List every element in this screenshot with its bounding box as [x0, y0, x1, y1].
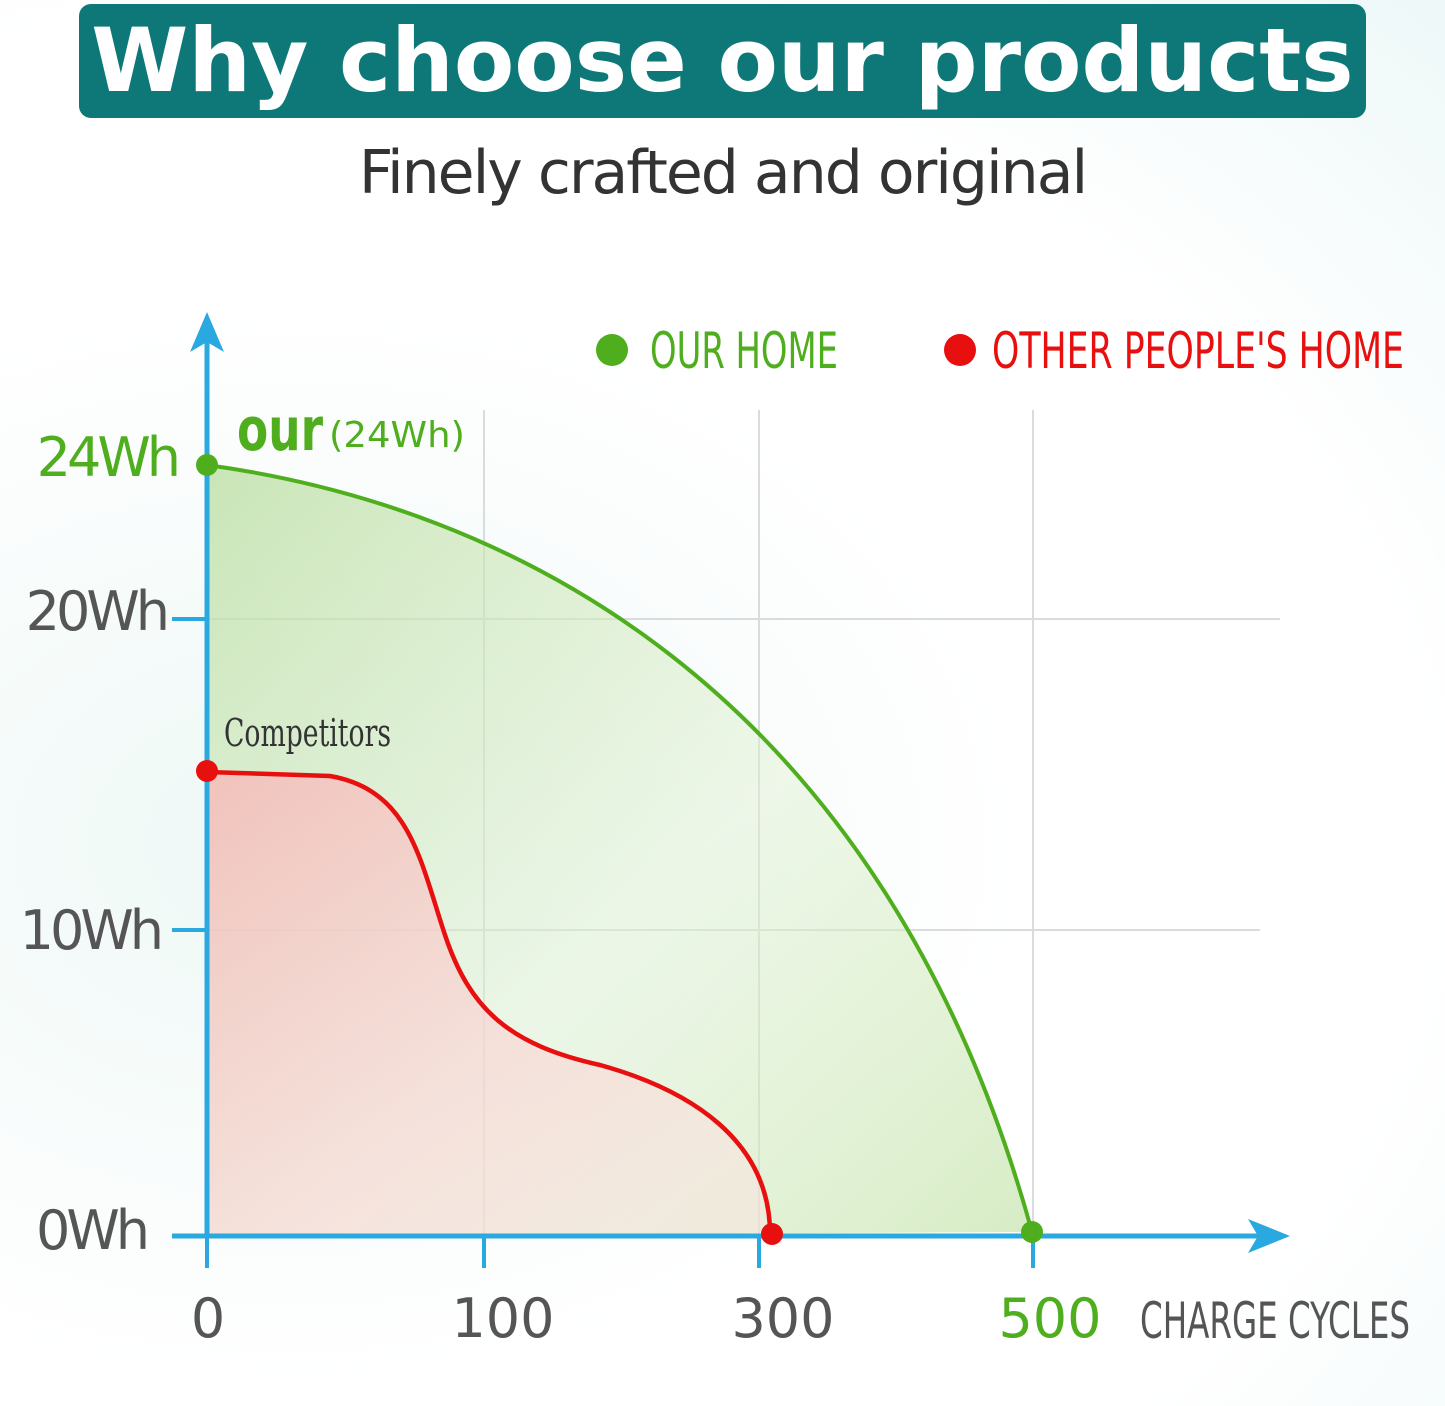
page-title: Why choose our products: [91, 9, 1354, 112]
competitor-annotation: Competitors: [224, 711, 391, 755]
x-axis-title: CHARGE CYCLES: [1140, 1292, 1410, 1350]
x-tick-label: 0: [191, 1287, 225, 1350]
page-subtitle: Finely crafted and original: [358, 138, 1088, 208]
y-tick-label: 20Wh: [26, 580, 166, 643]
ours-curve: [206, 463, 1034, 1233]
legend-competitor-label: OTHER PEOPLE'S HOME: [992, 322, 1404, 380]
competitor-start-point: [196, 760, 218, 782]
title-banner: Why choose our products: [79, 4, 1366, 118]
competitor-end-point: [761, 1223, 783, 1245]
ours-annotation-word: our: [237, 395, 323, 465]
x-tick-label: 300: [731, 1287, 834, 1350]
legend-ours-label: OUR HOME: [650, 322, 838, 380]
x-tick-label: 500: [998, 1287, 1101, 1350]
competitor-area: [207, 772, 770, 1236]
competitor-curve: [206, 769, 773, 1235]
ours-annotation-value: (24Wh): [329, 415, 465, 456]
y-tick-label: 10Wh: [20, 899, 160, 962]
legend: OUR HOME OTHER PEOPLE'S HOME: [596, 322, 1404, 380]
legend-ours-dot: [596, 334, 628, 366]
y-tick-label: 24Wh: [37, 426, 177, 489]
ours-start-point: [196, 454, 218, 476]
y-axis-arrow: [190, 312, 224, 352]
legend-competitor-dot: [944, 334, 976, 366]
axes: [172, 312, 1290, 1268]
ours-end-point: [1021, 1221, 1043, 1243]
x-tick-label: 100: [451, 1287, 554, 1350]
y-tick-label: 0Wh: [36, 1199, 146, 1262]
x-axis-arrow: [1248, 1219, 1290, 1253]
